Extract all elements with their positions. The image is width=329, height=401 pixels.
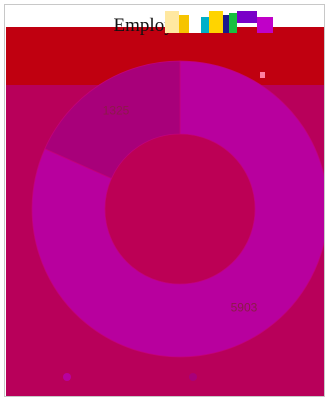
donut-hole — [106, 135, 255, 284]
slice-data-label-0: 5903 — [231, 301, 258, 315]
slice-data-label-1: 1325 — [103, 103, 130, 117]
legend-marker-0[interactable] — [63, 373, 71, 381]
title-glitch-artifact — [165, 11, 273, 33]
legend-marker-1[interactable] — [189, 373, 197, 381]
corner-artifact — [260, 72, 265, 78]
donut-chart: 5903 1325 — [5, 5, 325, 397]
